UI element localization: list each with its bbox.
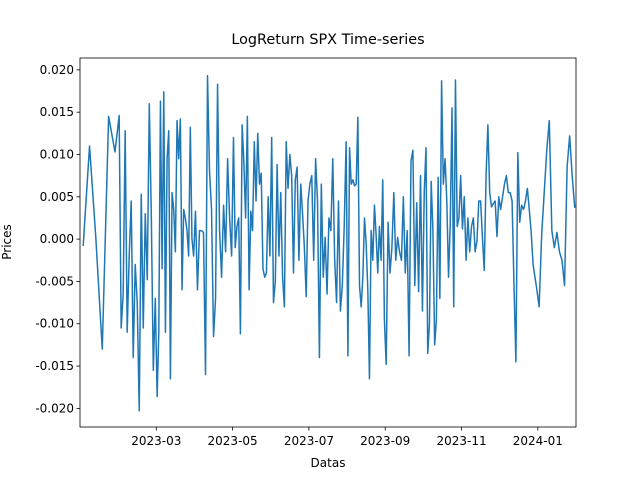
x-axis-label: Datas [311, 456, 346, 470]
y-tick-label: 0.010 [40, 147, 74, 161]
y-tick-label: -0.015 [35, 359, 74, 373]
x-tick-label: 2024-01 [513, 434, 563, 448]
y-tick-label: 0.005 [40, 190, 74, 204]
y-axis-label: Prices [0, 224, 14, 260]
y-tick-label: -0.005 [35, 274, 74, 288]
plot-frame [79, 57, 577, 428]
x-tick-label: 2023-03 [131, 434, 181, 448]
x-tick-label: 2023-07 [284, 434, 334, 448]
x-tick-label: 2023-09 [360, 434, 410, 448]
x-tick-label: 2023-05 [208, 434, 258, 448]
y-tick-label: 0.000 [40, 232, 74, 246]
y-tick-label: 0.020 [40, 63, 74, 77]
data-line [82, 75, 576, 412]
x-tick-label: 2023-11 [436, 434, 486, 448]
chart-title: LogReturn SPX Time-series [231, 32, 424, 48]
y-tick-label: 0.015 [40, 105, 74, 119]
y-tick-label: -0.020 [35, 401, 74, 415]
y-tick-label: -0.010 [35, 317, 74, 331]
